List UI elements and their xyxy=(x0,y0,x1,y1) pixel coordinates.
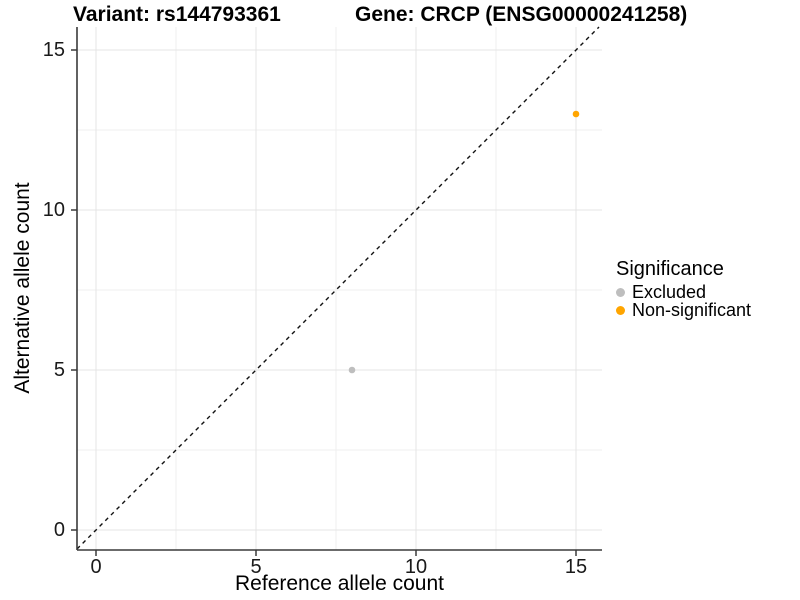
x-tick-label: 5 xyxy=(250,556,262,578)
x-axis-title: Reference allele count xyxy=(235,572,444,595)
identity-dashed-line xyxy=(76,26,600,550)
data-point-excluded xyxy=(348,366,356,374)
y-tick-label: 0 xyxy=(53,519,65,541)
legend: Significance Excluded Non-significant xyxy=(616,258,751,319)
legend-title: Significance xyxy=(616,258,724,280)
x-tick-label: 0 xyxy=(90,556,102,578)
data-point-non-significant xyxy=(572,110,580,118)
y-tick-label: 10 xyxy=(42,199,65,221)
x-tick-label: 15 xyxy=(564,556,588,578)
y-tick-label: 15 xyxy=(42,39,65,61)
legend-item-non-significant: Non-significant xyxy=(616,301,751,319)
legend-item-label: Excluded xyxy=(632,282,707,302)
legend-item-label: Non-significant xyxy=(632,300,752,320)
plot-title-variant: Variant: rs144793361 xyxy=(73,3,281,26)
plot-title-gene: Gene: CRCP (ENSG00000241258) xyxy=(355,3,688,26)
excluded-dot-icon xyxy=(616,287,625,297)
x-tick-label: 10 xyxy=(404,556,428,578)
non-significant-dot-icon xyxy=(616,305,625,315)
legend-item-excluded: Excluded xyxy=(616,283,751,301)
y-tick-label: 5 xyxy=(53,359,65,381)
y-axis-title: Alternative allele count xyxy=(11,182,34,394)
